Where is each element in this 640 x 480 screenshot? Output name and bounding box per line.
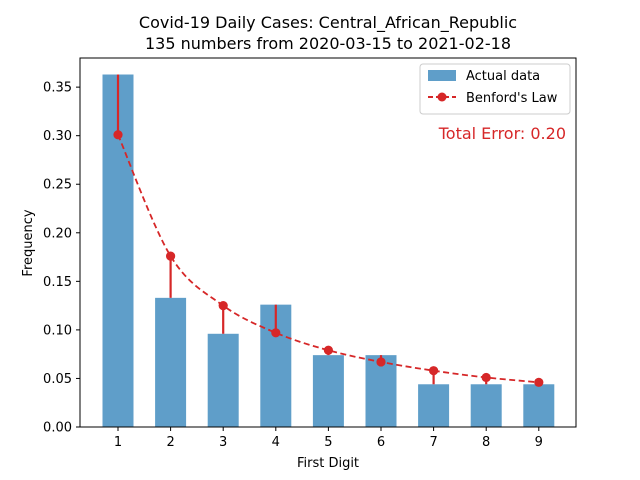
bar-digit-9 [523, 384, 555, 427]
benford-line-layer [113, 130, 544, 387]
y-tick-label-0.05: 0.05 [43, 372, 72, 387]
benford-point-digit-2 [166, 251, 176, 261]
benford-point-digit-9 [534, 377, 544, 387]
chart-subtitle: 135 numbers from 2020-03-15 to 2021-02-1… [145, 34, 511, 53]
legend-label-benford: Benford's Law [466, 91, 558, 106]
legend-marker-swatch [437, 92, 447, 102]
bar-digit-6 [365, 355, 397, 427]
y-tick-label-0.15: 0.15 [43, 275, 72, 290]
x-tick-label-7: 7 [429, 435, 437, 450]
y-tick-label-0.35: 0.35 [43, 81, 72, 96]
legend-label-actual: Actual data [466, 69, 540, 84]
benford-curve [117, 134, 539, 384]
total-error-annotation: Total Error: 0.20 [438, 124, 566, 143]
bar-digit-5 [312, 355, 344, 427]
bars-layer [102, 74, 555, 427]
y-tick-label-0.10: 0.10 [43, 323, 72, 338]
y-tick-label-0.30: 0.30 [43, 129, 72, 144]
x-tick-label-9: 9 [535, 435, 543, 450]
bar-digit-8 [470, 384, 502, 427]
x-tick-label-2: 2 [166, 435, 174, 450]
legend: Actual data Benford's Law [419, 63, 571, 115]
legend-box [419, 63, 571, 115]
x-tick-label-6: 6 [377, 435, 385, 450]
benford-point-digit-3 [218, 301, 228, 311]
x-tick-label-8: 8 [482, 435, 490, 450]
y-axis-ticks: 0.00 0.05 0.10 0.15 0.20 0.25 0.30 0.35 [43, 81, 80, 436]
benford-point-digit-6 [376, 357, 386, 367]
benford-point-digit-1 [113, 130, 123, 140]
bar-digit-2 [155, 297, 187, 427]
bar-digit-3 [207, 333, 239, 427]
benford-point-digit-7 [429, 366, 439, 376]
bar-digit-7 [418, 384, 450, 427]
benford-point-digit-5 [323, 345, 333, 355]
benford-point-digit-8 [481, 372, 491, 383]
y-tick-label-0.20: 0.20 [43, 226, 72, 241]
benford-point-digit-4 [271, 328, 281, 338]
x-axis-label: First Digit [297, 456, 359, 471]
chart-title: Covid-19 Daily Cases: Central_African_Re… [139, 13, 517, 33]
x-tick-label-1: 1 [114, 435, 122, 450]
legend-bar-swatch [428, 70, 456, 81]
x-tick-label-4: 4 [272, 435, 280, 450]
y-tick-label-0.00: 0.00 [43, 421, 72, 436]
y-axis-label: Frequency [21, 209, 36, 276]
y-tick-label-0.25: 0.25 [43, 178, 72, 193]
x-tick-label-3: 3 [219, 435, 227, 450]
x-tick-label-5: 5 [324, 435, 332, 450]
x-axis-ticks: 1 2 3 4 5 6 7 8 9 [114, 427, 543, 450]
